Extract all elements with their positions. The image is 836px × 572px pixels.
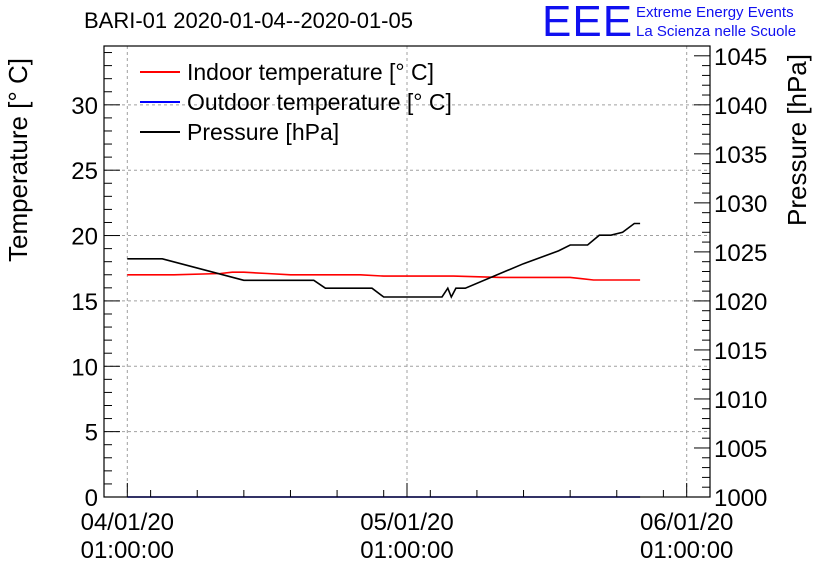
legend-label-2: Pressure [hPa] [187, 119, 339, 145]
y-axis-label-left: Temperature [° C] [3, 58, 33, 262]
y-tick-label-right: 1025 [714, 240, 767, 267]
y-tick-label-right: 1000 [714, 485, 767, 512]
y-tick-label-right: 1045 [714, 44, 767, 71]
y-tick-label-right: 1010 [714, 387, 767, 414]
legend: Indoor temperature [° C] Outdoor temperat… [140, 59, 452, 145]
y-tick-label-right: 1005 [714, 436, 767, 463]
y-tick-label-right: 1030 [714, 191, 767, 218]
series-line-2 [127, 222, 641, 299]
chart-title: BARI-01 2020-01-04--2020-01-05 [84, 8, 413, 33]
y-tick-label-right: 1035 [714, 142, 767, 169]
y-tick-label-right: 1020 [714, 289, 767, 316]
y-tick-label-left: 25 [71, 158, 98, 185]
y-tick-label-left: 15 [71, 289, 98, 316]
series-line-0 [127, 271, 641, 281]
org-subtitle: La Scienza nelle Scuole [636, 23, 797, 40]
org-name: Extreme Energy Events [636, 4, 794, 21]
x-tick-label-date: 04/01/20 [81, 509, 174, 536]
y-tick-label-left: 20 [71, 224, 98, 251]
legend-label-0: Indoor temperature [° C] [187, 59, 434, 85]
axes: 0510152025301000100510101015102010251030… [71, 44, 767, 564]
y-tick-label-right: 1040 [714, 93, 767, 120]
legend-label-1: Outdoor temperature [° C] [187, 89, 452, 115]
x-tick-label-time: 01:00:00 [81, 537, 174, 564]
x-tick-label-date: 06/01/20 [640, 509, 733, 536]
y-tick-label-left: 30 [71, 93, 98, 120]
y-axis-label-right: Pressure [hPa] [782, 54, 812, 226]
eee-logo: EEE [542, 0, 634, 46]
x-tick-label-time: 01:00:00 [360, 537, 453, 564]
y-tick-label-left: 0 [85, 485, 98, 512]
y-tick-label-left: 10 [71, 354, 98, 381]
y-tick-label-left: 5 [85, 420, 98, 447]
series-lines [127, 222, 641, 498]
x-tick-label-time: 01:00:00 [640, 537, 733, 564]
x-tick-label-date: 05/01/20 [360, 509, 453, 536]
y-tick-label-right: 1015 [714, 338, 767, 365]
